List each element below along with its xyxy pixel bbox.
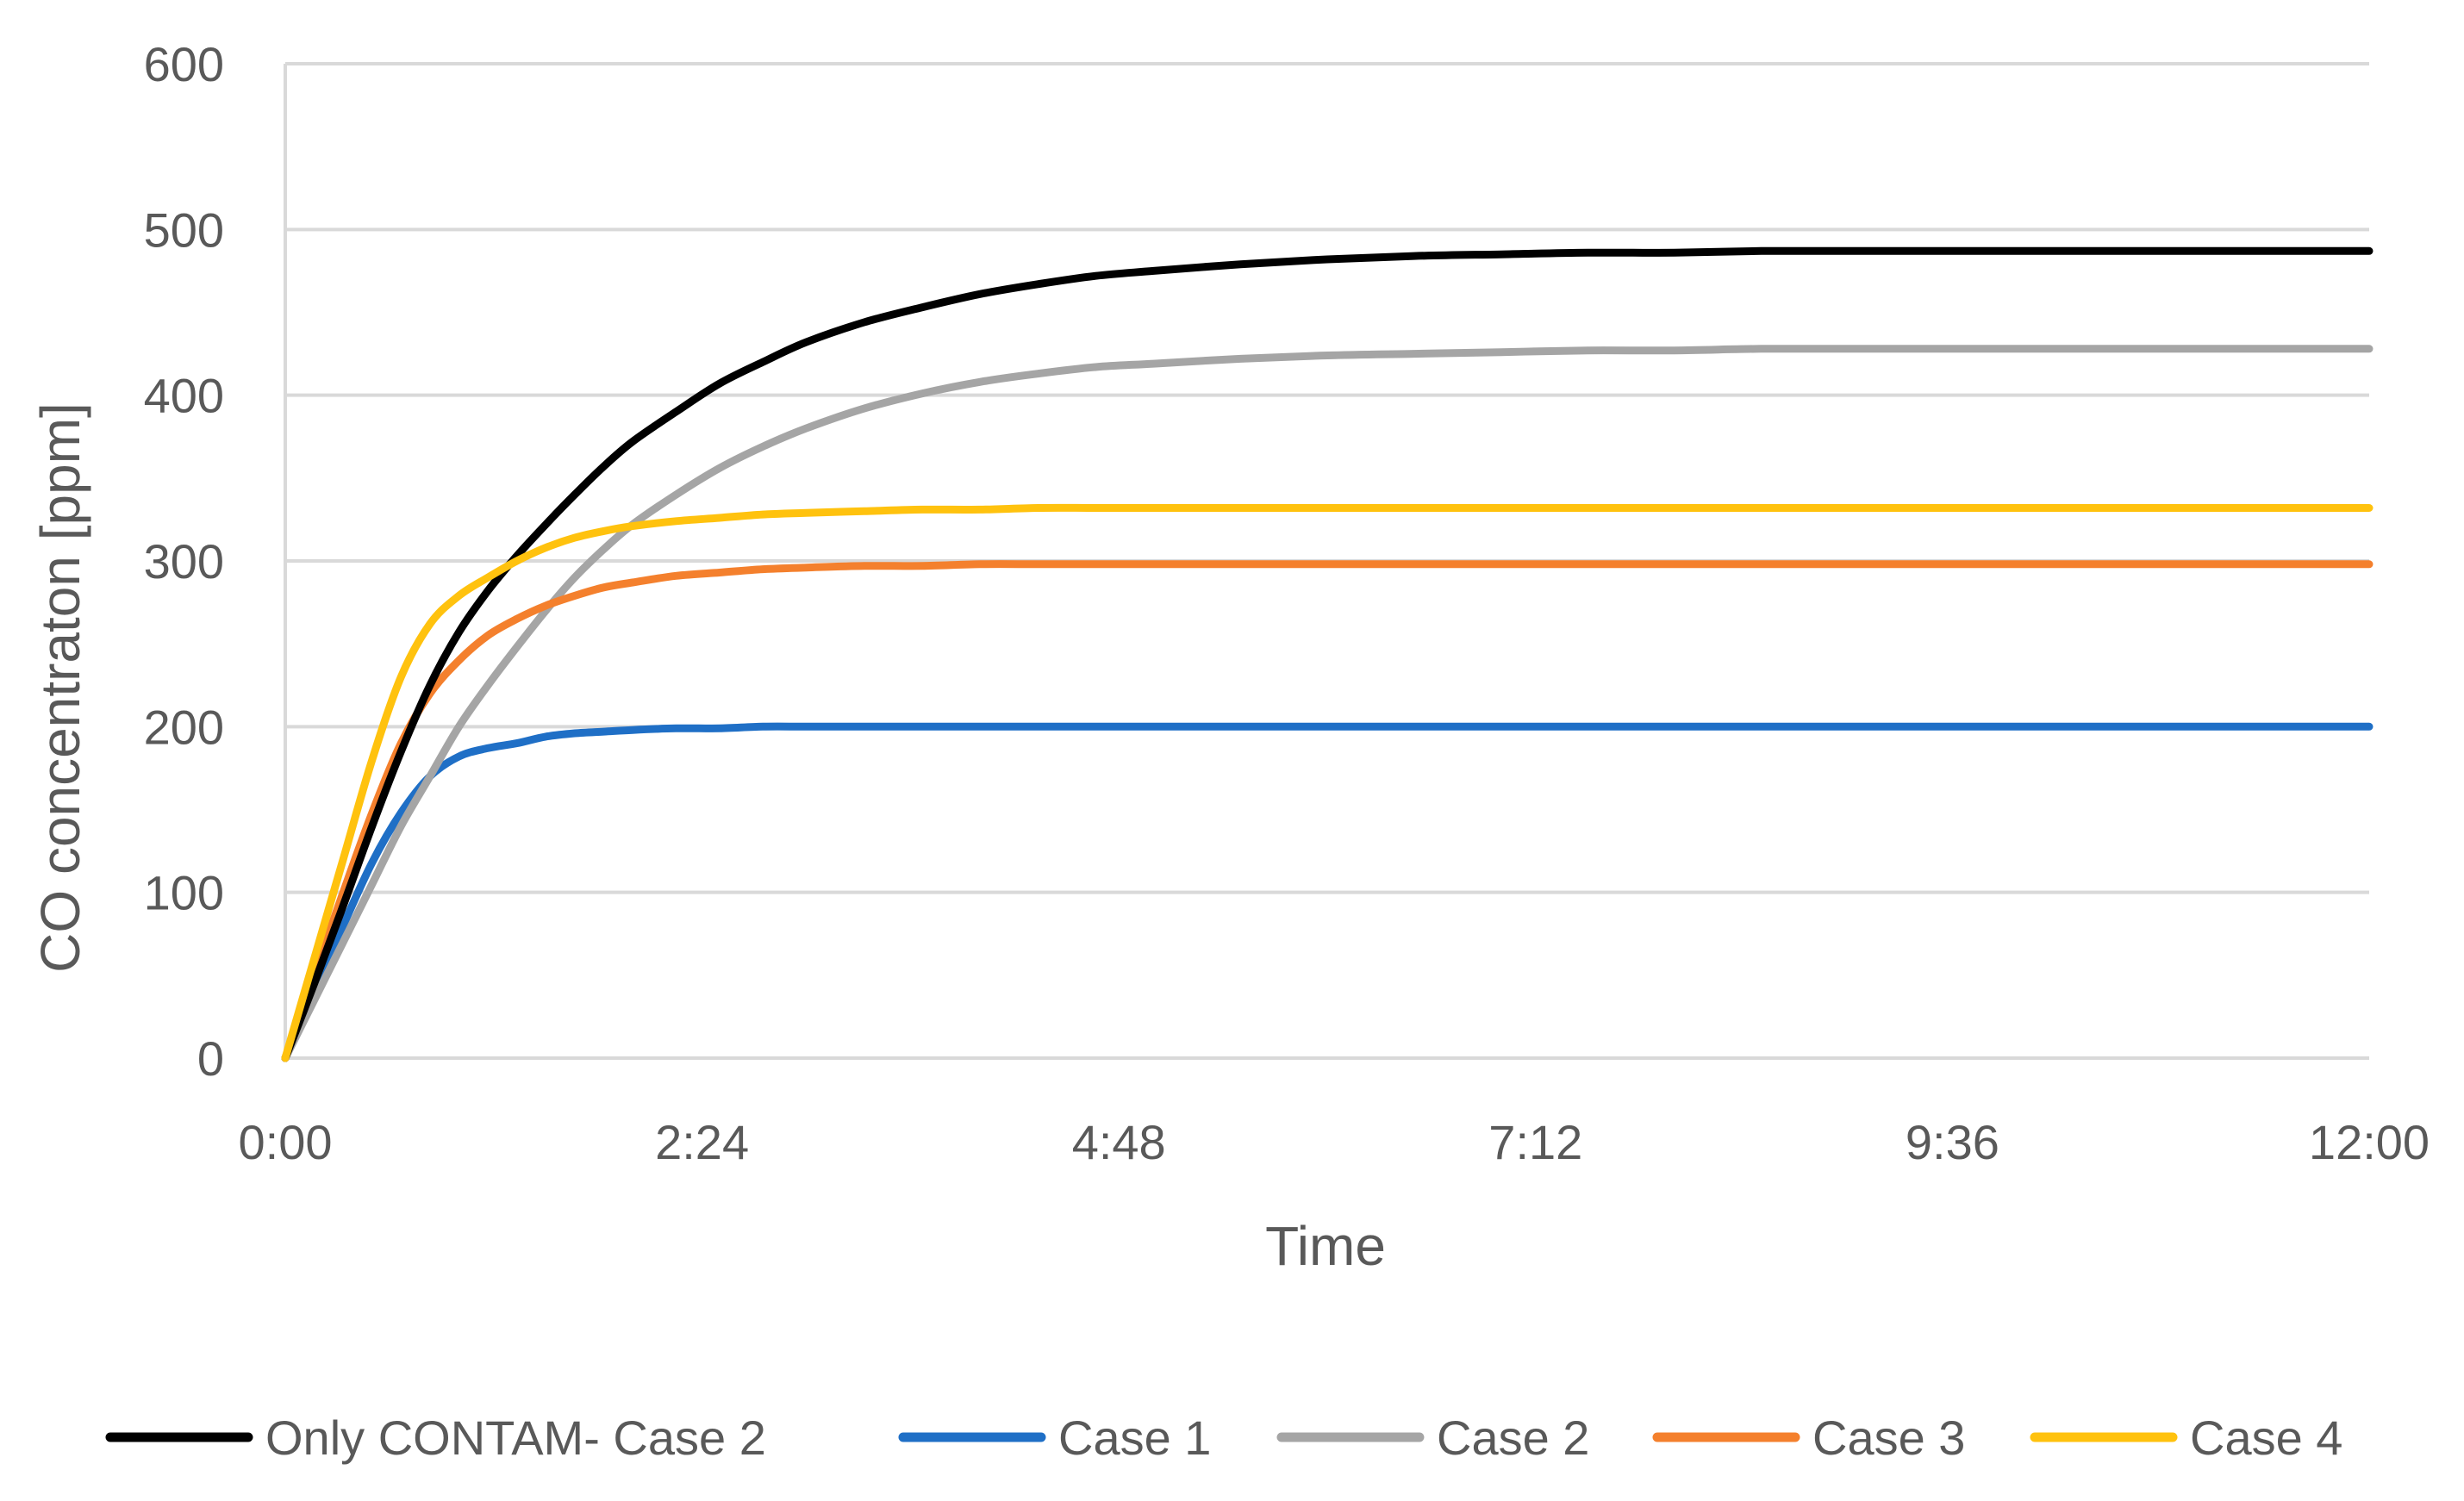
y-tick-labels: 0 100 200 300 400 500 600 (144, 37, 224, 1086)
series-line-case-1 (281, 722, 2374, 1062)
y-tick-label-600: 600 (144, 37, 224, 91)
axes (284, 64, 2369, 1060)
legend-label-case-4: Case 4 (2190, 1411, 2342, 1465)
series-line-case-4 (281, 503, 2374, 1062)
x-tick-labels: 0:00 2:24 4:48 7:12 9:36 12:00 (239, 1115, 2430, 1169)
y-tick-label-300: 300 (144, 534, 224, 589)
x-tick-label-9-36: 9:36 (1906, 1115, 1999, 1169)
x-tick-label-12-00: 12:00 (2309, 1115, 2430, 1169)
x-tick-label-7-12: 7:12 (1488, 1115, 1582, 1169)
y-tick-label-400: 400 (144, 369, 224, 423)
x-tick-label-0-00: 0:00 (239, 1115, 333, 1169)
series-lines (281, 246, 2374, 1062)
series-line-case-2 (281, 345, 2374, 1062)
legend-label-case-1: Case 1 (1058, 1411, 1211, 1465)
series-line-case-3 (281, 560, 2374, 1062)
y-tick-label-500: 500 (144, 202, 224, 257)
legend-label-case-2: Case 2 (1437, 1411, 1589, 1465)
legend-label-only-contam-case-2: Only CONTAM- Case 2 (265, 1411, 766, 1465)
x-tick-label-2-24: 2:24 (655, 1115, 749, 1169)
y-tick-label-0: 0 (197, 1031, 224, 1086)
y-axis-title: CO concentraton [ppm] (29, 402, 91, 973)
series-line-only-contam-case-2 (281, 246, 2374, 1062)
x-axis-title: Time (1265, 1215, 1386, 1277)
y-tick-label-100: 100 (144, 866, 224, 920)
legend-label-case-3: Case 3 (1812, 1411, 1965, 1465)
gridlines (285, 62, 2369, 894)
y-tick-label-200: 200 (144, 700, 224, 754)
x-tick-label-4-48: 4:48 (1072, 1115, 1166, 1169)
legend: Only CONTAM- Case 2 Case 1 Case 2 Case 3 Cas… (105, 1411, 2342, 1465)
